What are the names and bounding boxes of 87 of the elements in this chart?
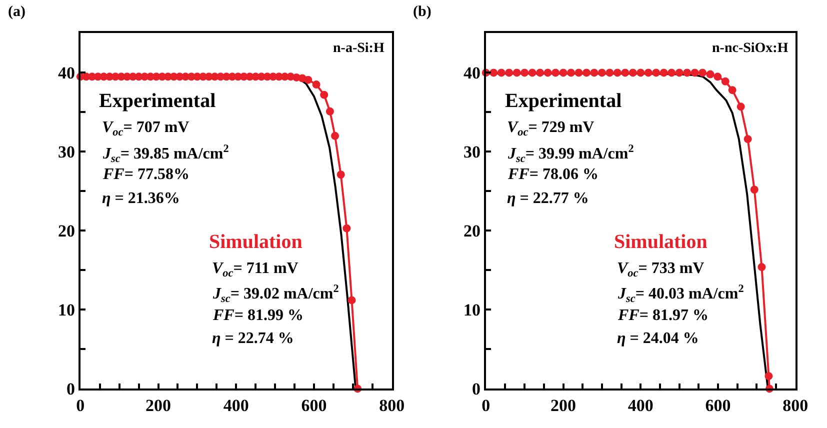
point: [613, 68, 622, 77]
point: [690, 68, 699, 77]
point: [621, 68, 630, 77]
point: [721, 77, 730, 86]
point: [490, 68, 498, 77]
point: [764, 372, 773, 380]
x-tick-label: 400: [223, 396, 249, 416]
y-tick-label: 30: [58, 142, 75, 162]
point: [348, 296, 356, 304]
point: [512, 68, 521, 77]
annotation: J$_{sc}$= 39.02 mA/cm$^{2}$: [212, 283, 340, 306]
point: [331, 132, 340, 140]
point: [652, 68, 660, 77]
point: [736, 102, 745, 111]
x-tick-label: 800: [379, 396, 405, 416]
annotation: FF= 78.06 %: [507, 166, 598, 183]
annotation: J$_{sc}$= 39.85 mA/cm$^{2}$: [102, 143, 230, 166]
annotation: η = 22.74 %: [212, 330, 294, 347]
point: [744, 135, 752, 144]
annotation: J$_{sc}$= 39.99 mA/cm$^{2}$: [507, 143, 634, 166]
x-tick-label: 400: [628, 396, 654, 416]
text: Simulation: [614, 231, 708, 253]
point: [544, 68, 552, 77]
y-tick-label: 10: [463, 300, 480, 320]
annotation: η = 22.77 %: [507, 190, 589, 207]
point: [497, 68, 506, 77]
annotation: FF= 81.99 %: [212, 307, 304, 324]
y-tick-label: 10: [58, 300, 75, 320]
point: [698, 68, 707, 77]
y-tick-label: 30: [463, 142, 480, 162]
x-tick-label: 800: [782, 396, 808, 416]
annotation: FF= 81.97 %: [617, 307, 708, 324]
point: [644, 68, 652, 77]
point: [567, 68, 575, 77]
annotation: η = 24.04 %: [617, 330, 699, 347]
annotation: J$_{sc}$= 40.03 mA/cm$^{2}$: [617, 283, 744, 306]
point: [590, 68, 598, 77]
annotation: V$_{oc}$= 707 mV: [102, 119, 190, 138]
point: [536, 68, 544, 77]
point: [628, 68, 637, 77]
x-tick-label: 600: [301, 396, 327, 416]
series-label: Experimental: [99, 90, 216, 112]
point: [598, 68, 606, 77]
point: [675, 68, 684, 77]
chart-title: (a): [8, 4, 26, 20]
y-tick-label: 40: [58, 64, 75, 83]
point: [706, 70, 714, 78]
point: [750, 186, 758, 194]
point: [336, 170, 345, 179]
point: [505, 68, 514, 77]
chart-title: (b): [413, 4, 432, 20]
point: [342, 224, 351, 232]
annotation: η = 21.36%: [102, 190, 180, 207]
point: [528, 68, 536, 77]
annotation: V$_{oc}$= 729 mV: [507, 119, 595, 138]
point: [758, 263, 766, 272]
annotation: n-nc-SiOx:H: [712, 41, 788, 56]
point: [683, 68, 692, 77]
series-label: Experimental: [505, 90, 622, 112]
y-tick-label: 20: [463, 222, 480, 241]
y-tick-label: 40: [463, 64, 480, 83]
point: [326, 107, 334, 116]
point: [312, 80, 320, 89]
y-tick-label: 20: [58, 222, 75, 241]
point: [728, 86, 736, 94]
point: [520, 68, 529, 77]
annotation: V$_{oc}$= 711 mV: [212, 260, 299, 280]
point: [552, 68, 560, 77]
x-tick-label: 200: [550, 396, 576, 416]
point: [320, 90, 328, 99]
y-tick-label: 0: [472, 380, 480, 399]
y-tick-label: 0: [66, 380, 75, 399]
annotation: V$_{oc}$= 733 mV: [617, 260, 705, 280]
annotation: FF= 77.58%: [102, 166, 190, 183]
text: Simulation: [209, 231, 302, 253]
annotation: n-a-Si:H: [333, 41, 384, 56]
point: [559, 68, 568, 77]
point: [636, 68, 645, 77]
point: [660, 68, 668, 77]
point: [304, 76, 312, 84]
point: [574, 68, 583, 77]
x-tick-label: 600: [705, 396, 731, 416]
point: [582, 68, 590, 77]
point: [668, 68, 676, 77]
x-tick-label: 200: [146, 396, 172, 416]
point: [606, 68, 614, 77]
point: [714, 72, 722, 81]
